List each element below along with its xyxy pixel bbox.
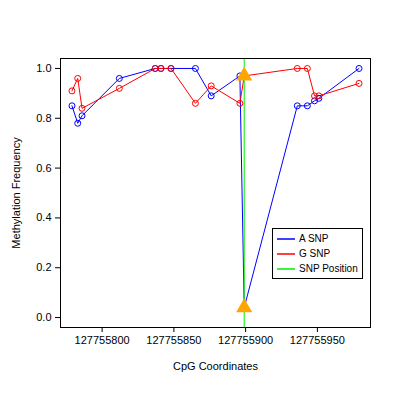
svg-text:127755850: 127755850 xyxy=(146,334,201,346)
svg-text:127755800: 127755800 xyxy=(75,334,130,346)
html-text:G SNP: G SNP xyxy=(299,248,331,259)
svg-text:0.8: 0.8 xyxy=(36,112,51,124)
svg-text:127755950: 127755950 xyxy=(290,334,345,346)
svg-text:CpG Coordinates: CpG Coordinates xyxy=(173,360,258,372)
svg-text:0.2: 0.2 xyxy=(36,261,51,273)
svg-text:127755900: 127755900 xyxy=(218,334,273,346)
svg-text:0.0: 0.0 xyxy=(36,311,51,323)
svg-text:1.0: 1.0 xyxy=(36,62,51,74)
svg-text:0.6: 0.6 xyxy=(36,162,51,174)
svg-text:0.4: 0.4 xyxy=(36,211,51,223)
svg-text:Methylation Frequency: Methylation Frequency xyxy=(10,137,22,249)
html-text:A SNP: A SNP xyxy=(299,233,329,244)
html-text:SNP Position: SNP Position xyxy=(299,263,358,274)
